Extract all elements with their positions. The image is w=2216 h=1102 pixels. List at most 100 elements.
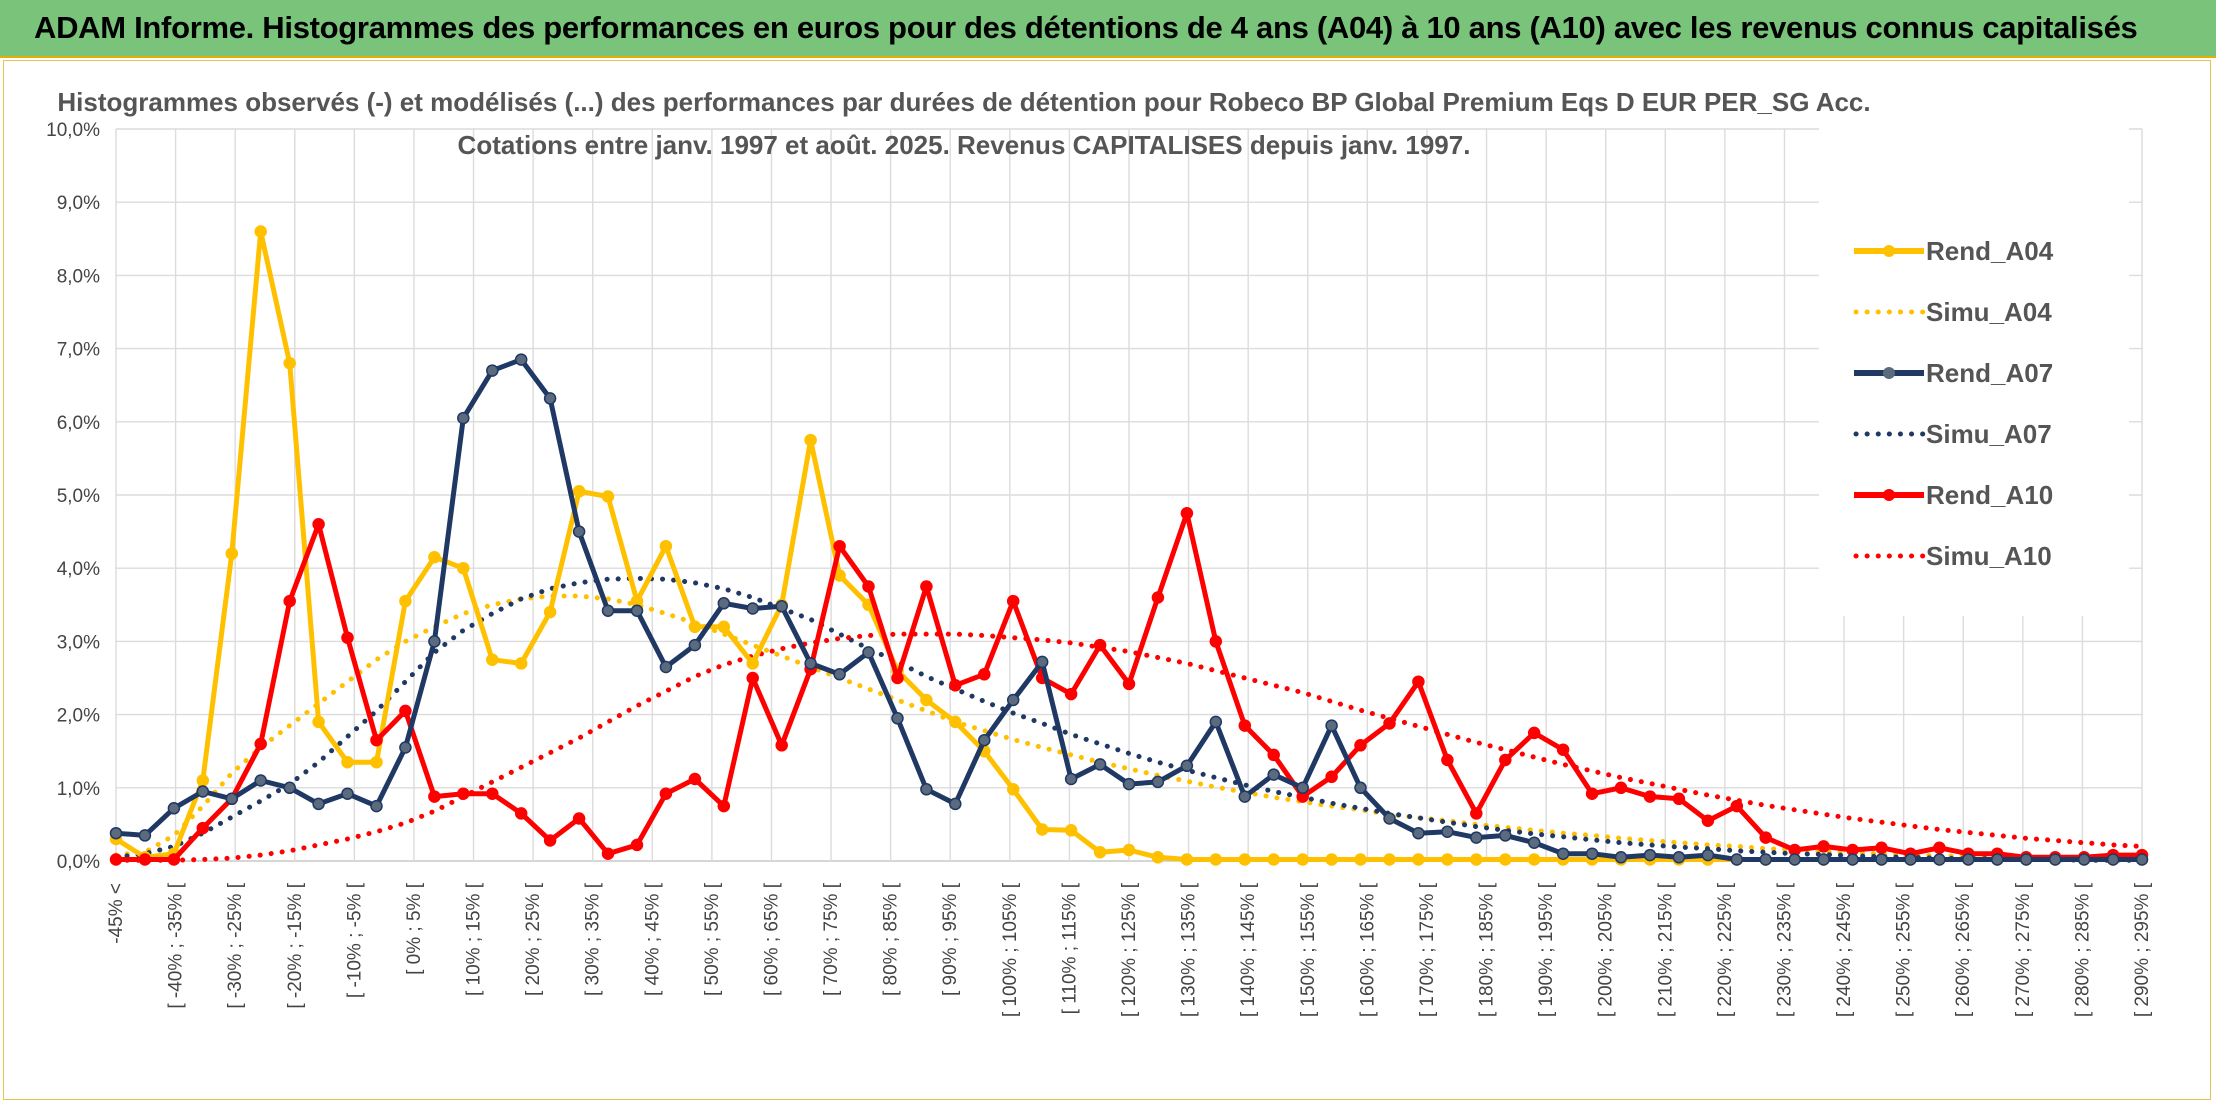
data-point [1585, 787, 1599, 800]
x-tick-label: [ 40% ; 45% [ [642, 882, 663, 996]
x-tick-label: [ 30% ; 35% [ [583, 882, 604, 996]
data-point [341, 755, 354, 769]
data-point [1151, 775, 1165, 789]
data-point [167, 853, 181, 866]
data-point [1238, 853, 1252, 866]
data-point [978, 733, 991, 747]
data-point [1267, 768, 1280, 781]
data-point [775, 739, 788, 752]
data-point [978, 668, 991, 681]
data-point [891, 671, 904, 685]
data-point [1499, 829, 1512, 842]
data-point [283, 356, 296, 370]
data-point [1325, 770, 1338, 784]
x-tick-label: [ 240% ; 245% [ [1834, 882, 1855, 1017]
data-point [746, 657, 759, 670]
x-tick-label: [ -10% ; -5% [ [344, 882, 365, 998]
x-tick-label: [ 20% ; 25% [ [523, 882, 544, 996]
series-simu-a10 [113, 631, 2145, 863]
data-point [659, 787, 673, 800]
y-tick-label: 4,0% [57, 559, 100, 580]
data-point [949, 715, 962, 729]
data-point [659, 539, 673, 553]
data-point [399, 704, 412, 718]
data-point [1064, 687, 1078, 701]
data-point [1383, 717, 1396, 730]
data-point [514, 353, 528, 366]
data-point [833, 539, 846, 553]
data-point [1991, 853, 2004, 866]
data-point [1354, 853, 1367, 866]
data-point [1209, 635, 1223, 648]
data-point [254, 225, 267, 238]
x-tick-label: [ 150% ; 155% [ [1298, 882, 1319, 1017]
y-tick-label: 6,0% [57, 413, 100, 434]
data-point [1122, 677, 1136, 691]
data-point [1441, 825, 1454, 838]
data-point [572, 812, 586, 825]
x-tick-label: [ 50% ; 55% [ [702, 882, 723, 996]
data-point [1354, 739, 1367, 752]
data-point [601, 847, 615, 860]
data-point [196, 785, 210, 798]
data-point [312, 715, 325, 729]
chart-title-line-2: Cotations entre janv. 1997 et août. 2025… [458, 130, 1471, 160]
data-point [109, 826, 123, 840]
data-point [370, 799, 383, 813]
data-point [862, 646, 875, 659]
x-tick-label: [ 80% ; 85% [ [881, 882, 902, 996]
data-point [1093, 758, 1107, 771]
data-point [1730, 799, 1744, 813]
legend-background [1819, 96, 2129, 616]
data-point [486, 787, 499, 800]
legend-item: Simu_A07 [1853, 419, 2052, 449]
data-point [717, 620, 731, 634]
legend-label: Rend_A10 [1926, 480, 2053, 510]
data-point [1180, 759, 1194, 773]
report-banner: ADAM Informe. Histogrammes des performan… [0, 0, 2216, 58]
data-point [428, 790, 441, 803]
data-point [601, 604, 615, 617]
legend-label: Simu_A10 [1926, 541, 2052, 571]
series-rend-a07 [109, 353, 2149, 866]
data-point [283, 594, 296, 608]
y-tick-label: 9,0% [57, 193, 100, 214]
data-point [1614, 851, 1628, 864]
data-point [1412, 853, 1425, 866]
chart-frame: 0,0% 1,0% 2,0% 3,0% 4,0% 5,0% 6,0% 7,0% 8,0% 9,0%… [3, 60, 2211, 1100]
data-point [1238, 719, 1252, 732]
data-point [1267, 853, 1280, 866]
y-tick-label: 0,0% [57, 852, 100, 873]
data-point [1730, 853, 1744, 866]
data-point [1643, 790, 1657, 803]
data-point [1556, 847, 1570, 860]
data-point [1962, 853, 1975, 866]
x-tick-label: -45% < [106, 883, 127, 944]
x-tick-label: [ 170% ; 175% [ [1417, 882, 1438, 1017]
data-point [196, 774, 210, 787]
data-point [486, 653, 499, 666]
data-point [862, 580, 875, 593]
data-point [1122, 777, 1136, 791]
series-simu-a07 [113, 575, 2145, 863]
data-point [283, 781, 296, 795]
series-simu-a04 [113, 593, 2145, 862]
x-tick-label: [ 0% ; 5% [ [404, 882, 425, 975]
data-point [399, 594, 412, 608]
data-point [1296, 781, 1309, 795]
data-point [1122, 843, 1136, 857]
data-point [1267, 748, 1280, 762]
legend-marker [1883, 245, 1895, 257]
data-point [920, 580, 933, 593]
data-point [1383, 812, 1396, 825]
data-point [1643, 848, 1657, 862]
data-point [543, 834, 557, 847]
data-point [1701, 814, 1715, 827]
data-point [312, 797, 325, 811]
data-point [2106, 853, 2120, 866]
data-point [1209, 715, 1223, 729]
data-point [1672, 792, 1686, 806]
data-point [370, 733, 383, 747]
data-point [717, 597, 731, 610]
data-point [1354, 781, 1367, 795]
